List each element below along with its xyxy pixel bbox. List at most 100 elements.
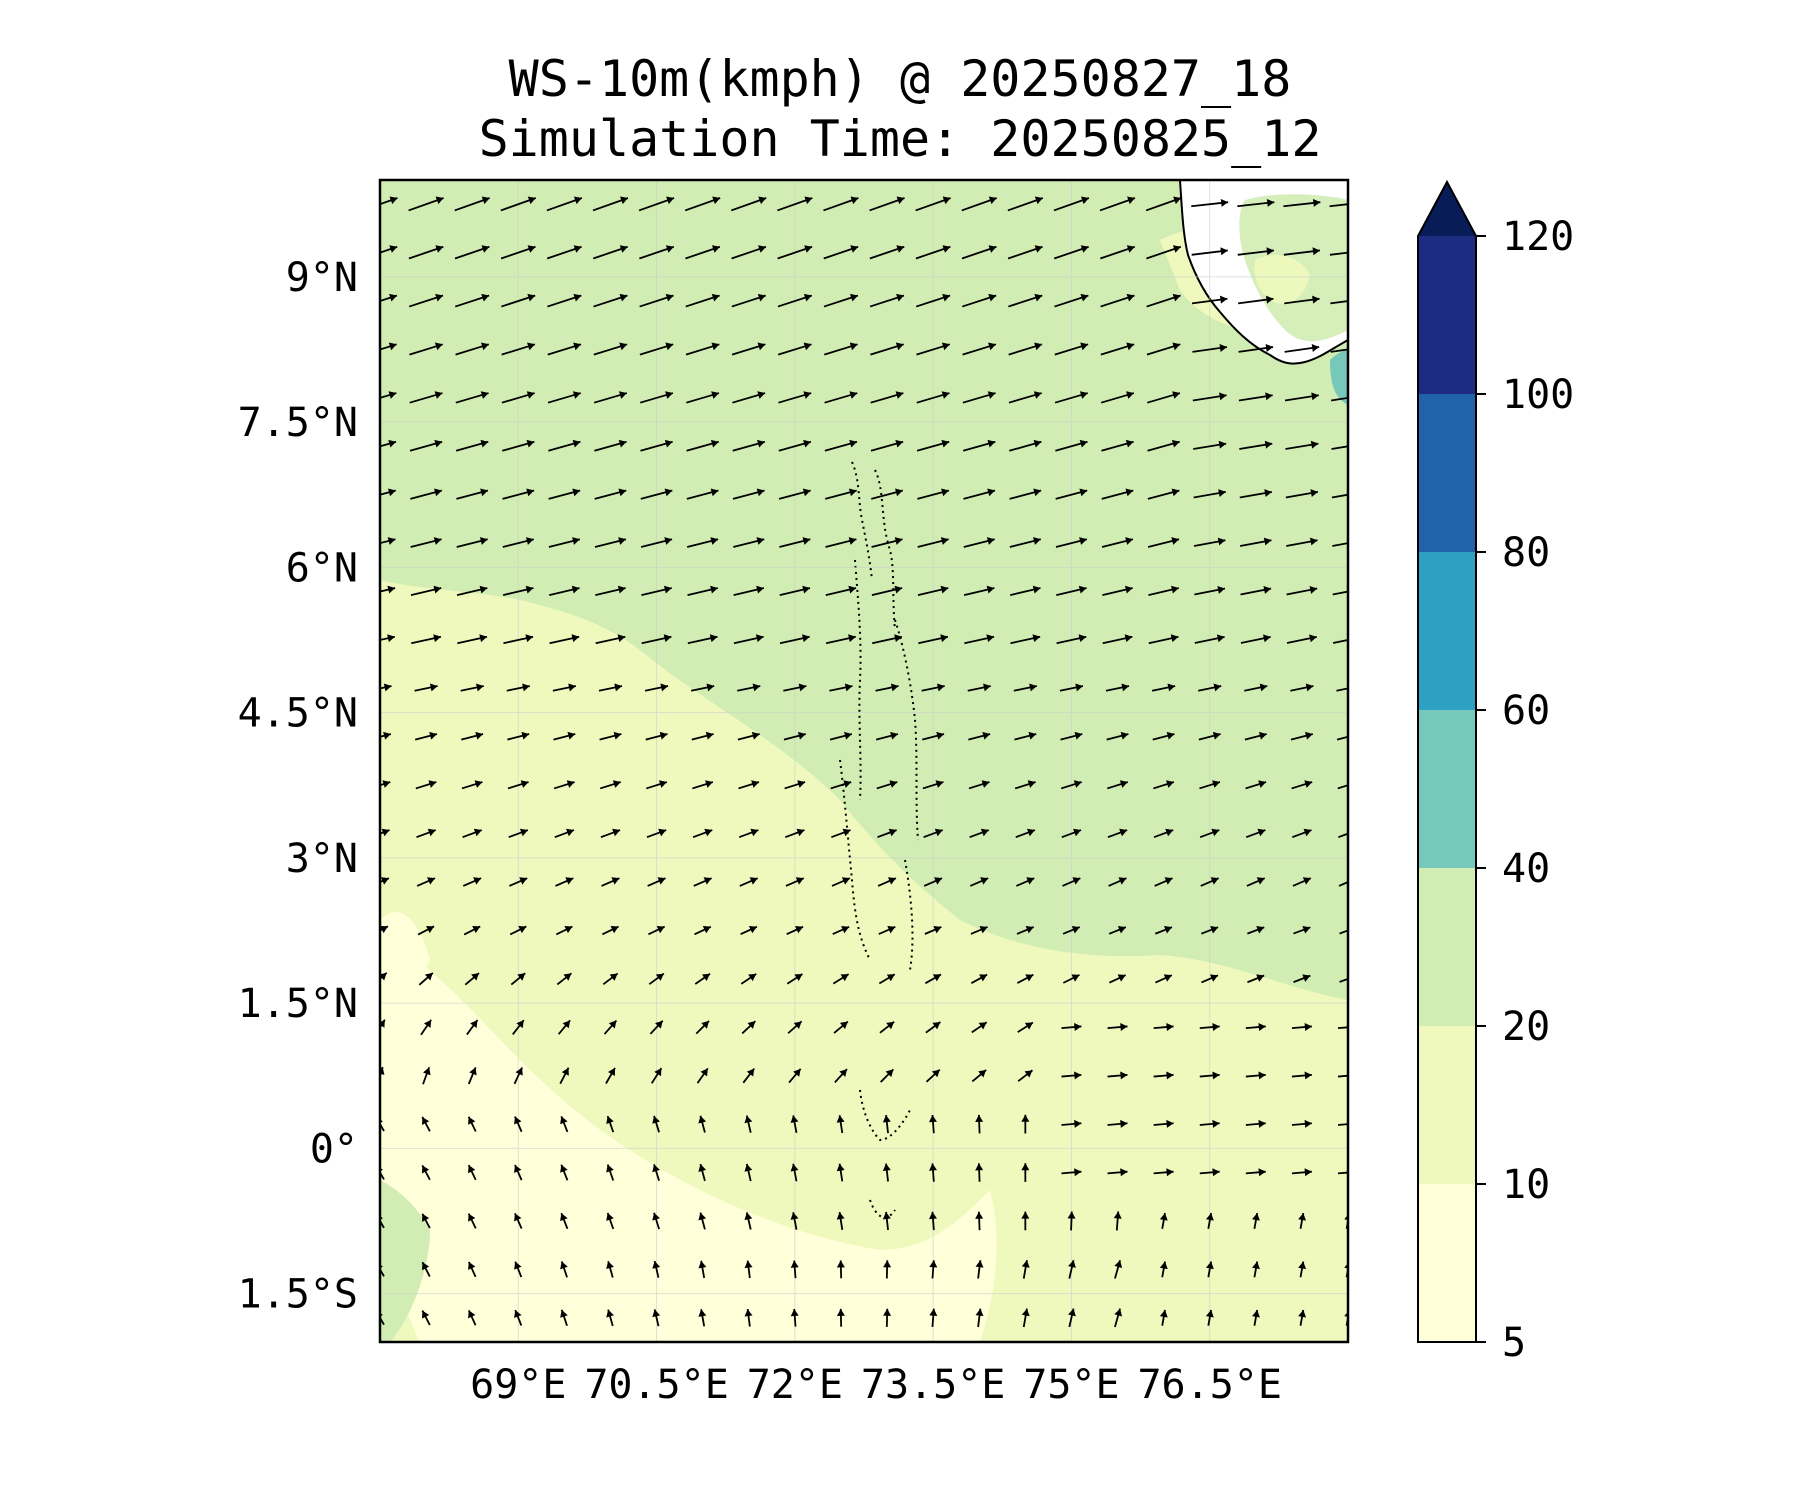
wind-arrow [468,1261,477,1278]
wind-arrow [870,439,904,452]
wind-arrow [962,293,997,308]
wind-arrow [594,488,627,500]
wind-arrow [922,731,945,741]
wind-arrow [380,828,390,837]
wind-arrow [1239,537,1272,547]
wind-arrow [454,293,490,308]
wind-arrow [924,925,942,935]
wind-arrow [1016,973,1034,984]
wind-arrow [506,683,530,692]
wind-arrow [1106,731,1129,741]
wind-arrow [1009,585,1041,596]
wind-arrow [1290,731,1314,741]
wind-arrow [468,1309,477,1326]
wind-arrow [1107,1119,1128,1128]
wind-arrow [1159,1212,1168,1229]
wind-arrow [1205,1212,1214,1229]
wind-arrow [1016,925,1034,935]
wind-arrow [836,1260,845,1279]
wind-arrow [1013,683,1038,692]
wind-arrow [1108,877,1127,887]
wind-arrow [790,1163,799,1182]
wind-arrow [922,780,944,790]
wind-arrow [1291,1023,1312,1032]
wind-arrow [836,1163,845,1182]
wind-arrow [1298,1309,1307,1326]
wind-arrow [639,391,674,404]
wind-arrow [744,1163,753,1182]
wind-arrow [1199,1119,1220,1128]
wind-arrow [606,1115,615,1133]
wind-arrow [744,1115,753,1133]
wind-arrow [870,342,904,356]
wind-arrow [1336,687,1348,692]
wind-arrow [509,925,527,936]
wind-arrow [1200,926,1219,935]
wind-arrow [507,780,529,790]
wind-arrow [555,925,573,936]
wind-arrow [1239,489,1273,499]
wind-arrow [877,877,897,887]
wind-arrow [1155,974,1173,984]
wind-arrow [741,1020,756,1035]
wind-arrow [1054,342,1089,356]
wind-arrow [593,293,628,308]
wind-arrow [693,877,712,887]
wind-arrow [970,973,988,984]
wind-arrow [648,972,665,985]
wind-arrow [555,877,574,887]
latitude-labels: 9°N 7.5°N 6°N 4.5°N 3°N 1.5°N 0° 1.5°S [238,255,358,1318]
wind-arrow [1100,342,1135,356]
wind-arrow [744,1260,753,1279]
lat-tick-label: 3°N [286,836,358,882]
wind-arrow [556,972,573,986]
wind-arrow [1330,348,1348,353]
wind-arrow [646,780,668,790]
wind-arrow [606,1212,615,1230]
wind-arrow [733,585,765,596]
wind-arrow [1201,974,1219,984]
wind-arrow [882,1163,891,1182]
wind-arrow [455,391,489,404]
wind-arrow [685,245,721,260]
wind-arrow [1068,1308,1076,1328]
wind-arrow [467,1067,477,1085]
wind-arrow [834,1068,848,1083]
wind-arrow [461,731,484,741]
wind-arrow [410,488,443,500]
wind-arrow [1108,926,1127,935]
wind-arrow [824,342,858,356]
wind-arrow [1238,344,1274,353]
wind-arrow [1240,634,1271,644]
colorbar-segment [1418,1026,1476,1184]
wind-arrow [1153,1023,1174,1032]
wind-arrow [1101,537,1134,548]
wind-arrow [869,196,905,212]
gridlines [380,180,1348,1342]
wind-arrow [639,245,675,260]
wind-arrow [824,488,857,500]
colorbar-segment [1418,552,1476,710]
wind-arrow [1193,537,1226,547]
wind-arrow [882,1211,891,1231]
wind-arrow [606,1260,614,1278]
wind-arrow [501,342,536,356]
wind-arrow [514,1261,523,1278]
band-5-10 [380,940,997,1342]
wind-arrow [1146,342,1181,356]
wind-arrow [1292,877,1312,887]
wind-arrow [603,1019,618,1035]
wind-arrow [1017,1021,1034,1033]
wind-arrow [467,1213,477,1229]
lon-tick-label: 70.5°E [584,1362,729,1408]
wind-arrow [414,683,438,692]
wind-arrow [547,342,582,356]
wind-arrow [1298,1212,1307,1229]
wind-arrow [410,537,442,548]
lat-tick-label: 9°N [286,255,358,301]
wind-arrow [1194,585,1226,596]
wind-arrow [1107,828,1128,839]
wind-arrow [872,634,903,645]
wind-arrow [918,634,949,645]
wind-arrow [1107,780,1129,790]
